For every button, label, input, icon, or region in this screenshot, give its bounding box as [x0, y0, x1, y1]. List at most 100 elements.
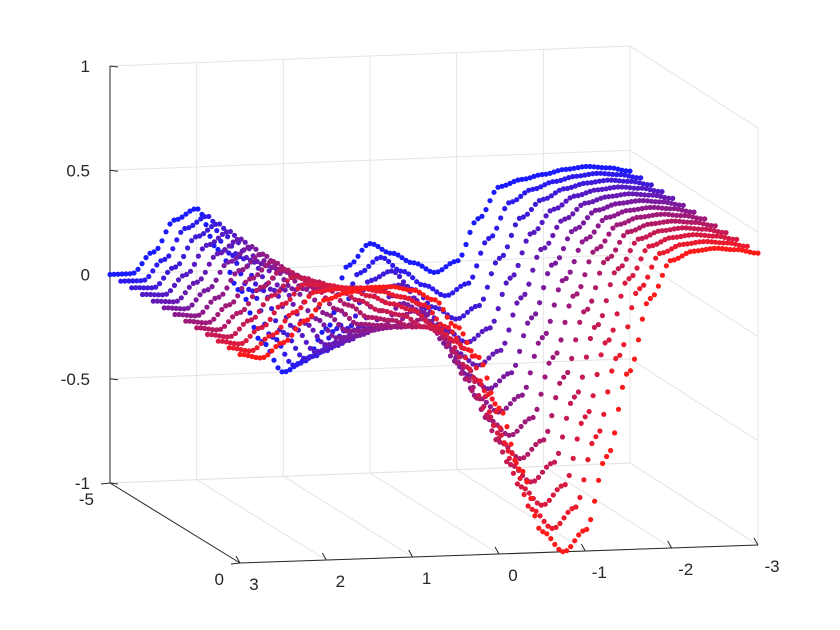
scatter-point	[559, 167, 565, 173]
scatter-point	[351, 259, 357, 265]
scatter-point	[383, 249, 389, 255]
scatter-point	[600, 206, 607, 212]
scatter-point	[543, 464, 550, 470]
scatter-point	[668, 200, 675, 206]
scatter-point	[569, 355, 575, 362]
scatter-point	[204, 304, 210, 310]
scatter-point	[458, 283, 464, 289]
scatter-point	[271, 259, 277, 265]
scatter-point	[539, 171, 545, 178]
scatter-point	[546, 240, 552, 246]
scatter-point	[529, 506, 535, 512]
scatter-point	[194, 325, 200, 331]
scatter-point	[209, 224, 215, 230]
scatter-point	[219, 338, 225, 344]
scatter-point	[264, 253, 270, 259]
scatter-point	[174, 237, 180, 243]
scatter-point	[475, 332, 481, 338]
scatter-point	[524, 479, 530, 485]
scatter-point	[727, 246, 733, 253]
scatter-point	[515, 262, 521, 269]
scatter-point	[223, 303, 229, 309]
scatter-point	[311, 348, 317, 354]
scatter-point	[507, 275, 513, 281]
scatter-point	[466, 280, 472, 286]
scatter-point	[593, 434, 599, 440]
scatter-point	[636, 180, 642, 186]
scatter-point	[161, 275, 167, 281]
scatter-point	[578, 284, 584, 290]
scatter-point	[447, 353, 454, 359]
scatter-point	[196, 312, 202, 318]
scatter-point	[419, 313, 425, 319]
scatter-point	[674, 212, 680, 218]
scatter-point	[235, 341, 241, 347]
scatter-point	[546, 497, 552, 503]
scatter-point	[199, 246, 205, 252]
scatter-point	[238, 309, 244, 315]
scatter-point	[522, 291, 528, 297]
scatter-point	[347, 262, 353, 268]
scatter-point	[231, 232, 237, 238]
scatter-point	[271, 310, 277, 316]
scatter-point	[519, 250, 525, 256]
scatter-point	[162, 256, 168, 262]
scatter-point	[583, 163, 589, 170]
scatter-point	[348, 294, 354, 300]
scatter-point	[743, 248, 749, 254]
scatter-point	[372, 284, 379, 290]
scatter-point	[234, 236, 240, 243]
scatter-point	[396, 285, 402, 291]
scatter-point	[253, 281, 259, 287]
scatter-point	[211, 316, 217, 322]
scatter-point	[521, 455, 527, 461]
scatter-point	[384, 308, 390, 315]
scatter-point	[563, 415, 570, 421]
scatter-point	[592, 179, 599, 185]
scatter-point	[654, 192, 660, 199]
scatter-point	[319, 282, 325, 288]
scatter-point	[274, 329, 280, 336]
scatter-point	[551, 302, 557, 308]
scatter-point	[732, 241, 739, 247]
scatter-point	[345, 334, 351, 340]
scatter-point	[216, 333, 223, 339]
scatter-point	[115, 271, 121, 277]
scatter-point	[607, 185, 613, 191]
z-tick-label: 1	[81, 57, 90, 76]
scatter-point	[579, 239, 585, 245]
scatter-series	[215, 232, 740, 508]
scatter-point	[703, 246, 709, 252]
scatter-point	[559, 434, 566, 440]
scatter-point	[550, 354, 556, 360]
scatter-point	[297, 321, 303, 327]
scatter-point	[430, 286, 436, 292]
scatter-point	[643, 234, 649, 240]
scatter-point	[511, 272, 517, 278]
scatter-point	[637, 286, 643, 292]
scatter-point	[647, 295, 654, 302]
scatter-point	[293, 345, 299, 351]
scatter-point	[503, 280, 509, 286]
scatter-point	[207, 241, 213, 247]
scatter-point	[638, 175, 644, 181]
y-axis-tick	[100, 482, 111, 485]
scatter-point	[193, 297, 199, 303]
scatter-point	[556, 546, 562, 552]
scatter-point	[497, 425, 503, 431]
scatter-point	[220, 291, 226, 297]
scatter-point	[707, 227, 713, 233]
scatter-point	[670, 212, 676, 218]
scatter-point	[627, 168, 633, 174]
scatter-point	[623, 208, 629, 214]
scatter-point	[287, 322, 293, 328]
scatter-point	[283, 300, 289, 306]
scatter-point	[368, 277, 375, 283]
scatter-point	[203, 320, 209, 326]
scatter-point	[127, 271, 133, 277]
scatter-point	[610, 327, 616, 333]
scatter-point	[644, 182, 650, 188]
scatter-point	[480, 405, 486, 411]
scatter-point	[595, 322, 602, 328]
scatter-point	[659, 205, 665, 211]
